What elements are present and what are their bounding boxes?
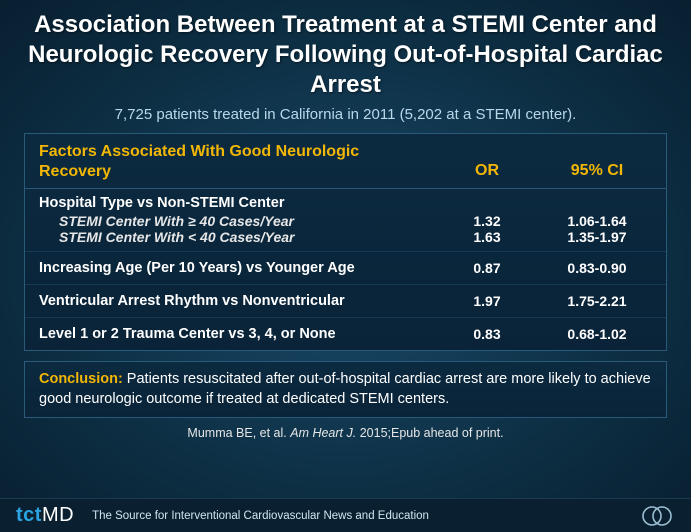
- header-factors: Factors Associated With Good Neurologic …: [39, 142, 432, 182]
- table-group: Hospital Type vs Non-STEMI Center STEMI …: [25, 189, 666, 251]
- group-title: Increasing Age (Per 10 Years) vs Younger…: [39, 260, 432, 276]
- crf-logo-icon: [639, 502, 675, 530]
- group-title: Level 1 or 2 Trauma Center vs 3, 4, or N…: [39, 326, 432, 342]
- citation-journal: Am Heart J.: [290, 426, 356, 440]
- row-or: 1.63: [432, 229, 542, 245]
- row-ci: 1.75-2.21: [542, 293, 652, 309]
- row-or: 1.32: [432, 213, 542, 229]
- header-or: OR: [432, 162, 542, 182]
- row-or: 1.97: [432, 293, 542, 309]
- row-label: STEMI Center With < 40 Cases/Year: [39, 229, 432, 245]
- row-ci: 0.68-1.02: [542, 326, 652, 342]
- citation-authors: Mumma BE, et al.: [187, 426, 290, 440]
- conclusion-text: Patients resuscitated after out-of-hospi…: [39, 371, 651, 407]
- row-or: 0.83: [432, 326, 542, 342]
- table-row: STEMI Center With < 40 Cases/Year 1.63 1…: [39, 229, 652, 245]
- footer-tagline: The Source for Interventional Cardiovasc…: [92, 510, 639, 522]
- factors-table: Factors Associated With Good Neurologic …: [24, 133, 667, 351]
- footer-bar: tctMD The Source for Interventional Card…: [0, 498, 691, 532]
- citation-rest: 2015;Epub ahead of print.: [356, 426, 503, 440]
- row-ci: 1.35-1.97: [542, 229, 652, 245]
- table-header: Factors Associated With Good Neurologic …: [25, 134, 666, 189]
- slide-title: Association Between Treatment at a STEMI…: [24, 10, 667, 100]
- row-or: 0.87: [432, 260, 542, 276]
- table-row: STEMI Center With ≥ 40 Cases/Year 1.32 1…: [39, 213, 652, 229]
- conclusion-box: Conclusion: Patients resuscitated after …: [24, 361, 667, 418]
- table-group: Increasing Age (Per 10 Years) vs Younger…: [25, 251, 666, 284]
- slide-subtitle: 7,725 patients treated in California in …: [24, 106, 667, 123]
- row-ci: 1.06-1.64: [542, 213, 652, 229]
- table-group: Level 1 or 2 Trauma Center vs 3, 4, or N…: [25, 317, 666, 350]
- logo-part2: MD: [42, 504, 74, 527]
- tctmd-logo: tctMD: [16, 504, 74, 527]
- header-ci: 95% CI: [542, 162, 652, 182]
- citation: Mumma BE, et al. Am Heart J. 2015;Epub a…: [24, 426, 667, 440]
- table-group: Ventricular Arrest Rhythm vs Nonventricu…: [25, 284, 666, 317]
- row-ci: 0.83-0.90: [542, 260, 652, 276]
- logo-part1: tct: [16, 504, 42, 527]
- row-label: STEMI Center With ≥ 40 Cases/Year: [39, 213, 432, 229]
- conclusion-lead: Conclusion:: [39, 371, 123, 387]
- group-title: Hospital Type vs Non-STEMI Center: [39, 195, 652, 211]
- group-title: Ventricular Arrest Rhythm vs Nonventricu…: [39, 293, 432, 309]
